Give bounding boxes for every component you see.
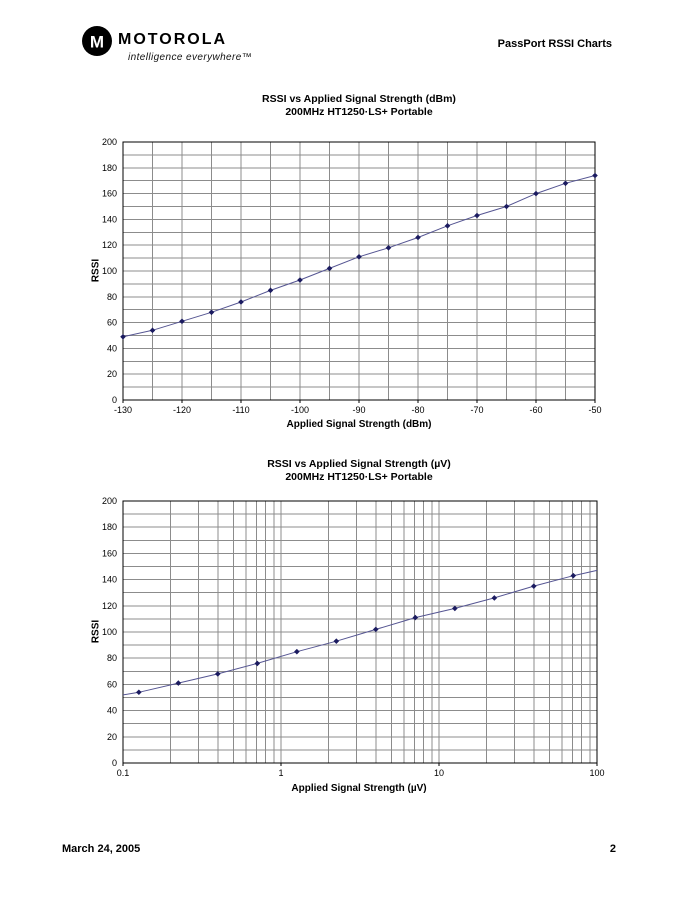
chart-1-plot: 0 20 40 60 80 100 120 140 160 180 200 -130 -120 -110 -… — [102, 137, 602, 415]
svg-text:0.1: 0.1 — [117, 768, 130, 778]
chart-2-plot: 0 20 40 60 80 100 120 140 160 180 200 0.1 1 10 100 — [102, 496, 605, 778]
svg-text:120: 120 — [102, 601, 117, 611]
brand-wordmark: MOTOROLA — [118, 31, 228, 48]
svg-text:-90: -90 — [352, 405, 365, 415]
svg-text:140: 140 — [102, 575, 117, 585]
svg-text:-110: -110 — [232, 405, 249, 415]
svg-text:-70: -70 — [470, 405, 483, 415]
svg-text:40: 40 — [107, 706, 117, 716]
chart-1-subtitle: 200MHz HT1250·LS+ Portable — [285, 106, 433, 118]
svg-text:200: 200 — [102, 137, 117, 147]
svg-text:100: 100 — [589, 768, 604, 778]
svg-text:-130: -130 — [114, 405, 132, 415]
svg-text:180: 180 — [102, 163, 117, 173]
svg-text:60: 60 — [107, 679, 117, 689]
brand-tagline: intelligence everywhere™ — [128, 52, 253, 63]
chart-1-x-axis-label: Applied Signal Strength (dBm) — [286, 419, 432, 430]
svg-text:200: 200 — [102, 496, 117, 506]
svg-text:10: 10 — [434, 768, 444, 778]
motorola-logo-icon: M — [82, 26, 112, 56]
chart-1-title: RSSI vs Applied Signal Strength (dBm) — [262, 93, 456, 105]
svg-text:-120: -120 — [173, 405, 191, 415]
svg-text:140: 140 — [102, 214, 117, 224]
svg-text:0: 0 — [112, 758, 117, 768]
svg-text:60: 60 — [107, 318, 117, 328]
svg-text:160: 160 — [102, 548, 117, 558]
svg-text:-80: -80 — [411, 405, 424, 415]
chart-2-x-axis-label: Applied Signal Strength (µV) — [291, 783, 427, 794]
svg-text:80: 80 — [107, 292, 117, 302]
svg-text:100: 100 — [102, 627, 117, 637]
svg-text:120: 120 — [102, 240, 117, 250]
svg-text:1: 1 — [278, 768, 283, 778]
document-title: PassPort RSSI Charts — [497, 38, 612, 50]
page-number: 2 — [609, 843, 616, 855]
svg-text:160: 160 — [102, 189, 117, 199]
motorola-m-glyph: M — [90, 33, 104, 52]
svg-text:80: 80 — [107, 653, 117, 663]
footer-date: March 24, 2005 — [62, 843, 141, 855]
chart-2-title: RSSI vs Applied Signal Strength (µV) — [267, 458, 451, 470]
svg-text:20: 20 — [107, 732, 117, 742]
svg-text:0: 0 — [112, 395, 117, 405]
svg-text:40: 40 — [107, 343, 117, 353]
svg-text:-60: -60 — [529, 405, 542, 415]
svg-text:180: 180 — [102, 522, 117, 532]
svg-text:100: 100 — [102, 266, 117, 276]
svg-text:-100: -100 — [291, 405, 309, 415]
svg-text:20: 20 — [107, 369, 117, 379]
chart-2-subtitle: 200MHz HT1250·LS+ Portable — [285, 471, 433, 483]
svg-text:-50: -50 — [588, 405, 601, 415]
